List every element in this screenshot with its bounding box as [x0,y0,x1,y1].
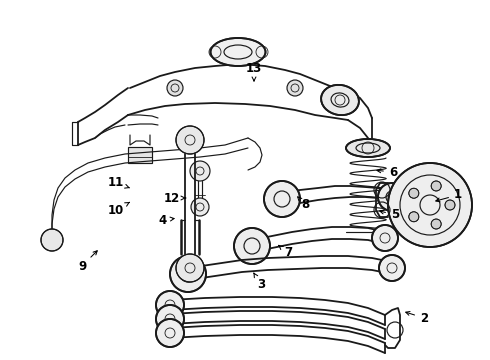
Text: 8: 8 [298,197,309,211]
Circle shape [379,255,405,281]
Circle shape [156,319,184,347]
Circle shape [431,181,441,191]
Text: 5: 5 [380,208,399,221]
Text: 9: 9 [78,251,97,273]
Text: 3: 3 [254,273,265,292]
Text: 2: 2 [406,311,428,324]
Circle shape [156,291,184,319]
Circle shape [431,219,441,229]
Circle shape [378,183,406,211]
Text: 13: 13 [246,62,262,81]
Text: 1: 1 [436,189,462,202]
Text: 7: 7 [279,245,292,260]
Circle shape [388,163,472,247]
Circle shape [409,212,419,222]
Ellipse shape [321,85,359,115]
Text: 10: 10 [108,202,129,216]
Circle shape [41,229,63,251]
Circle shape [264,181,300,217]
Text: 6: 6 [377,166,397,179]
Circle shape [372,225,398,251]
FancyBboxPatch shape [128,147,152,163]
Circle shape [190,161,210,181]
Circle shape [445,200,455,210]
Circle shape [176,126,204,154]
Circle shape [287,80,303,96]
Circle shape [170,256,206,292]
Circle shape [176,254,204,282]
Circle shape [234,228,270,264]
Circle shape [191,198,209,216]
Circle shape [409,188,419,198]
Circle shape [156,305,184,333]
Circle shape [167,80,183,96]
Text: 11: 11 [108,176,129,189]
Ellipse shape [211,38,266,66]
Text: 12: 12 [164,192,186,204]
Ellipse shape [346,139,390,157]
Text: 4: 4 [159,213,174,226]
